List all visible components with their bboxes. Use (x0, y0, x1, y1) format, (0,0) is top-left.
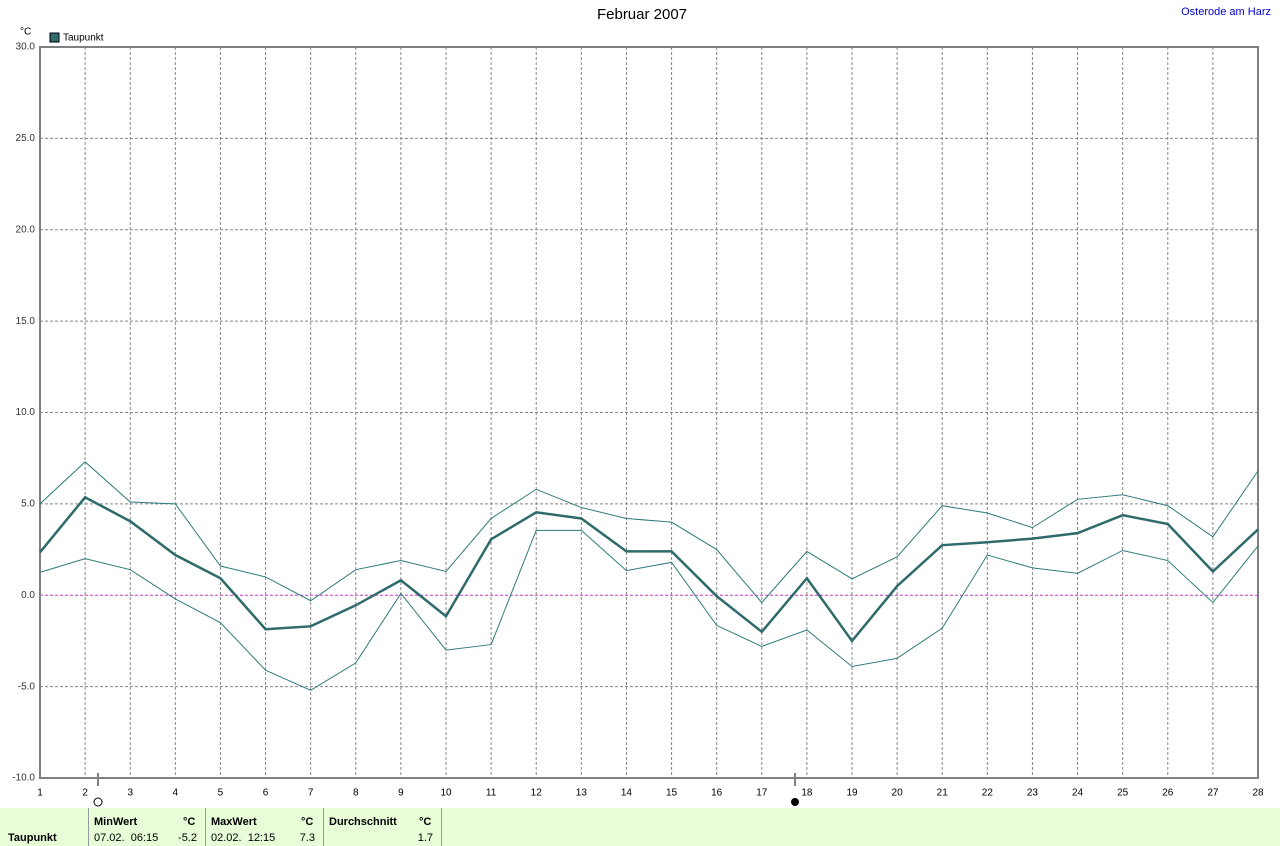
marker-icon (791, 798, 799, 806)
x-tick-label: 12 (531, 788, 543, 799)
x-tick-label: 17 (756, 788, 768, 799)
x-tick-label: 20 (892, 788, 904, 799)
series-line (39, 461, 1259, 604)
column-time: 07.02. 06:15 (94, 832, 159, 844)
x-tick-label: 26 (1162, 788, 1174, 799)
x-tick-label: 4 (173, 788, 179, 799)
x-tick-label: 13 (576, 788, 588, 799)
x-tick-label: 19 (846, 788, 858, 799)
series-line (39, 529, 1259, 691)
x-tick-label: 9 (398, 788, 404, 799)
x-tick-label: 15 (666, 788, 678, 799)
separator (88, 808, 89, 846)
x-tick-label: 3 (127, 788, 133, 799)
x-tick-label: 10 (440, 788, 452, 799)
location: Osterode am Harz (1181, 6, 1271, 18)
y-tick-label: -5.0 (18, 681, 36, 692)
plot-frame (39, 46, 1259, 779)
column-header: Durchschnitt (329, 816, 397, 828)
series-line (39, 495, 1259, 643)
x-tick-label: 24 (1072, 788, 1084, 799)
column-unit: °C (183, 816, 196, 828)
x-tick-label: 23 (1027, 788, 1039, 799)
separator (441, 808, 442, 846)
column-value: 1.7 (417, 832, 433, 844)
column-header: MaxWert (211, 816, 257, 828)
y-axis-unit: °C (20, 27, 31, 38)
chart-title: Februar 2007 (597, 6, 687, 23)
separator (205, 808, 206, 846)
y-tick-label: 25.0 (16, 133, 36, 144)
summary-panel: Taupunkt MinWert °C 07.02. 06:15 -5.2 MaxWer… (0, 808, 1280, 846)
x-tick-label: 6 (263, 788, 269, 799)
chart: Februar 2007 Osterode am Harz °C -10.0 -5… (12, 6, 1271, 807)
y-tick-label: 10.0 (16, 407, 36, 418)
row-label: Taupunkt (8, 832, 57, 844)
y-tick-label: 15.0 (16, 316, 36, 327)
x-tick-label: 25 (1117, 788, 1129, 799)
column-time: 02.02. 12:15 (211, 832, 276, 844)
x-tick-label: 5 (218, 788, 224, 799)
y-tick-label: 0.0 (21, 590, 35, 601)
x-tick-label: 28 (1252, 788, 1264, 799)
x-tick-label: 11 (486, 788, 497, 799)
x-tick-label: 22 (982, 788, 994, 799)
marker-icon (93, 797, 103, 807)
legend-swatch (49, 32, 60, 43)
y-tick-label: 20.0 (16, 224, 36, 235)
x-tick-label: 1 (37, 788, 43, 799)
column-unit: °C (301, 816, 314, 828)
column-header: MinWert (94, 816, 138, 828)
column-value: 7.3 (299, 832, 315, 844)
y-tick-label: 5.0 (21, 499, 35, 510)
column-unit: °C (419, 816, 432, 828)
separator (323, 808, 324, 846)
x-tick-label: 2 (82, 788, 88, 799)
x-tick-label: 8 (353, 788, 359, 799)
x-tick-label: 21 (937, 788, 949, 799)
x-tick-label: 14 (621, 788, 633, 799)
x-tick-label: 18 (801, 788, 813, 799)
y-tick-label: -10.0 (12, 773, 35, 784)
column-value: -5.2 (178, 832, 197, 844)
y-tick-label: 30.0 (16, 42, 36, 53)
legend-label: Taupunkt (63, 33, 104, 44)
x-tick-label: 7 (308, 788, 314, 799)
x-tick-label: 27 (1207, 788, 1219, 799)
x-tick-label: 16 (711, 788, 723, 799)
